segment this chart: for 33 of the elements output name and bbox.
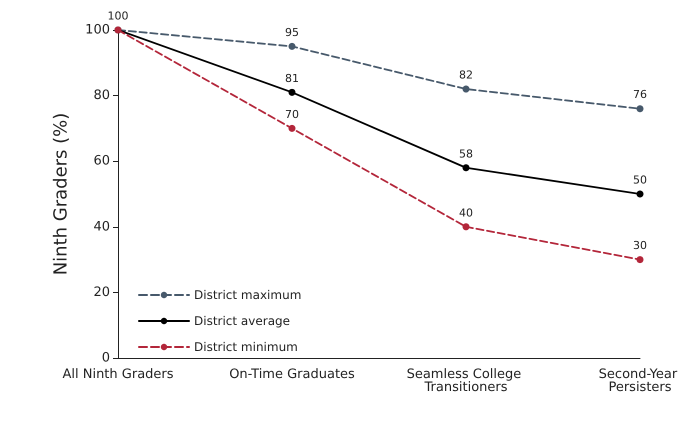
point: [288, 42, 296, 50]
point: [462, 223, 470, 230]
y-axis-title: Ninth Graders (%): [50, 112, 72, 276]
data-label: 58: [459, 147, 473, 160]
data-label: 95: [285, 26, 299, 39]
point: [288, 88, 296, 96]
data-label: 50: [633, 174, 647, 186]
point: [636, 256, 644, 264]
point: [462, 164, 470, 172]
data-label: 40: [459, 206, 473, 220]
point: [288, 124, 296, 132]
x-tick-label: On-Time Graduates: [229, 367, 356, 382]
y-tick-label: 40: [93, 219, 110, 234]
point: [636, 190, 644, 198]
legend-label: District average: [194, 314, 290, 328]
point: [462, 86, 470, 93]
y-tick-label: 0: [102, 350, 110, 366]
y-tick-label: 100: [85, 22, 110, 38]
data-label: 30: [633, 239, 647, 252]
y-tick-label: 20: [93, 284, 110, 300]
legend-label: District maximum: [194, 288, 302, 302]
data-label: 100: [108, 10, 128, 22]
data-label: 81: [285, 72, 299, 85]
x-tick-label: All Ninth Graders: [62, 367, 174, 382]
y-tick-label: 60: [93, 154, 110, 169]
data-label: 82: [459, 68, 473, 82]
y-tick-label: 80: [93, 88, 110, 104]
x-tick-label: Second-Year Persisters: [598, 367, 682, 395]
data-label: 70: [285, 108, 299, 121]
legend-label: District minimum: [194, 340, 298, 354]
x-tick-label: Seamless College Transitioners: [406, 367, 526, 395]
data-label: 76: [633, 88, 647, 102]
point: [636, 105, 644, 112]
